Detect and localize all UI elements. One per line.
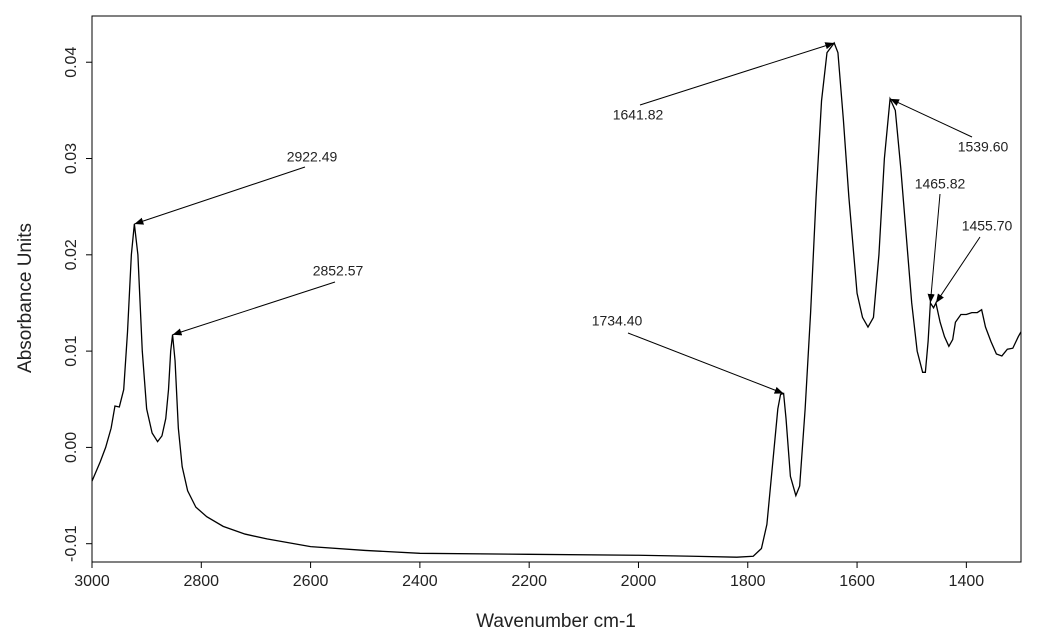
annotation-arrow <box>627 332 784 394</box>
plot-frame <box>91 15 1022 563</box>
annotation-arrow <box>927 193 941 304</box>
y-tick-label: 0.01 <box>63 335 80 366</box>
y-tick-label: 0.04 <box>63 47 80 78</box>
annotation-label: 1455.70 <box>962 218 1013 234</box>
annotation-label: 2852.57 <box>313 263 364 279</box>
annotation-label: 1641.82 <box>613 107 664 123</box>
annotation-label: 1465.82 <box>915 176 966 192</box>
annotation-label: 1734.40 <box>592 313 643 329</box>
x-axis-label: Wavenumber cm-1 <box>476 611 636 632</box>
x-tick-label: 1800 <box>730 573 766 590</box>
x-tick-label: 2000 <box>621 573 657 590</box>
annotation-label: 2922.49 <box>287 149 338 165</box>
y-tick-label: -0.01 <box>63 525 80 562</box>
x-tick-label: 2200 <box>511 573 547 590</box>
annotation-arrow <box>134 166 306 225</box>
y-tick-label: 0.03 <box>63 143 80 174</box>
spectrum-line <box>91 41 1022 558</box>
x-tick-label: 1600 <box>839 573 875 590</box>
annotation-arrow <box>935 236 981 304</box>
x-tick-label: 2600 <box>293 573 329 590</box>
x-tick-label: 2400 <box>402 573 438 590</box>
annotation-arrow <box>172 281 336 336</box>
x-tick-label: 2800 <box>183 573 219 590</box>
x-tick-label: 1400 <box>949 573 985 590</box>
y-tick-label: 0.02 <box>63 239 80 270</box>
x-tick-label: 3000 <box>74 573 110 590</box>
annotation-label: 1539.60 <box>958 139 1009 155</box>
annotation-arrow <box>639 42 835 106</box>
y-axis-label: Absorbance Units <box>15 223 36 373</box>
y-tick-label: 0.00 <box>63 432 80 463</box>
annotation-arrow <box>889 98 973 138</box>
